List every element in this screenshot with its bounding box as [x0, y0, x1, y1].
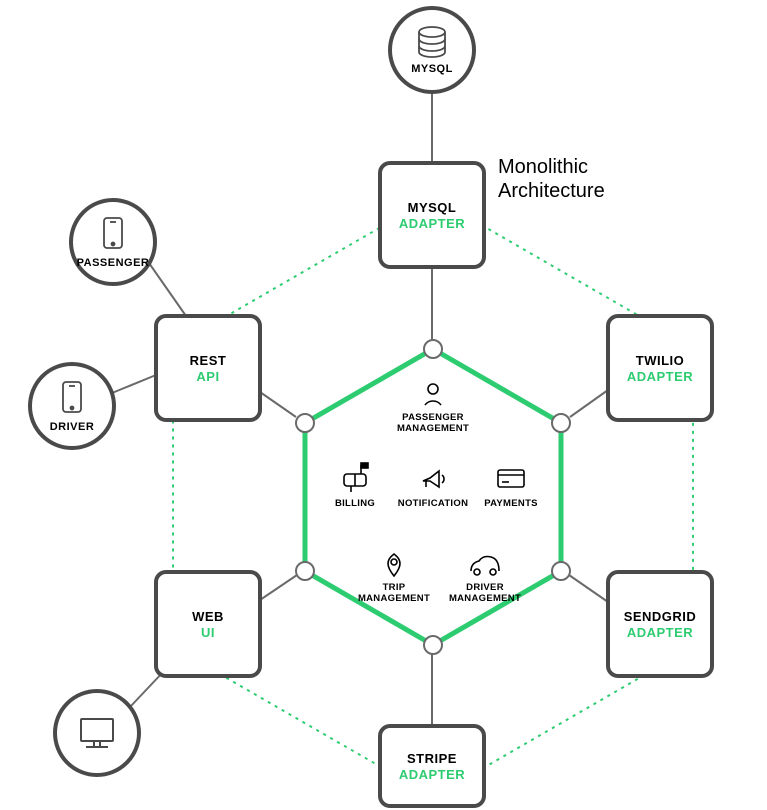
- passenger-circle: PASSENGER: [71, 200, 155, 284]
- sendgrid-adapter-label-bottom: ADAPTER: [627, 625, 693, 640]
- web-ui-label-top: WEB: [192, 609, 224, 624]
- mysql-adapter-box: MYSQL ADAPTER: [380, 163, 484, 267]
- rest-api-label-bottom: API: [196, 369, 219, 384]
- sendgrid-adapter-box: SENDGRID ADAPTER: [608, 572, 712, 676]
- stripe-adapter-label-top: STRIPE: [407, 751, 457, 766]
- rest-api-label-top: REST: [190, 353, 227, 368]
- architecture-diagram: MYSQL ADAPTER REST API TWILIO ADAPTER WE…: [0, 0, 767, 810]
- twilio-adapter-box: TWILIO ADAPTER: [608, 316, 712, 420]
- web-ui-box: WEB UI: [156, 572, 260, 676]
- svg-text:TRIP: TRIP: [383, 582, 406, 593]
- svg-text:MANAGEMENT: MANAGEMENT: [449, 593, 521, 604]
- twilio-adapter-label-top: TWILIO: [636, 353, 685, 368]
- svg-text:PASSENGER: PASSENGER: [402, 412, 464, 423]
- stripe-adapter-label-bottom: ADAPTER: [399, 767, 465, 782]
- web-ui-label-bottom: UI: [201, 625, 215, 640]
- sendgrid-adapter-label-top: SENDGRID: [624, 609, 697, 624]
- svg-text:PAYMENTS: PAYMENTS: [484, 498, 538, 509]
- svg-text:BILLING: BILLING: [335, 498, 375, 509]
- mysql-adapter-label-bottom: ADAPTER: [399, 216, 465, 231]
- diagram-title-line2: Architecture: [498, 180, 605, 202]
- mysql-adapter-label-top: MYSQL: [408, 200, 457, 215]
- twilio-adapter-label-bottom: ADAPTER: [627, 369, 693, 384]
- svg-text:MANAGEMENT: MANAGEMENT: [397, 423, 469, 434]
- driver-circle: DRIVER: [30, 364, 114, 448]
- rest-api-box: REST API: [156, 316, 260, 420]
- stripe-adapter-box: STRIPE ADAPTER: [380, 726, 484, 806]
- passenger-label: PASSENGER: [77, 257, 150, 269]
- mysql-db-circle: MYSQL: [390, 8, 474, 92]
- svg-text:MANAGEMENT: MANAGEMENT: [358, 593, 430, 604]
- desktop-circle: [55, 691, 139, 775]
- diagram-title-line1: Monolithic: [498, 156, 588, 178]
- svg-text:DRIVER: DRIVER: [466, 582, 504, 593]
- svg-text:NOTIFICATION: NOTIFICATION: [398, 498, 468, 509]
- mysql-db-label: MYSQL: [411, 63, 453, 75]
- driver-label: DRIVER: [50, 421, 95, 433]
